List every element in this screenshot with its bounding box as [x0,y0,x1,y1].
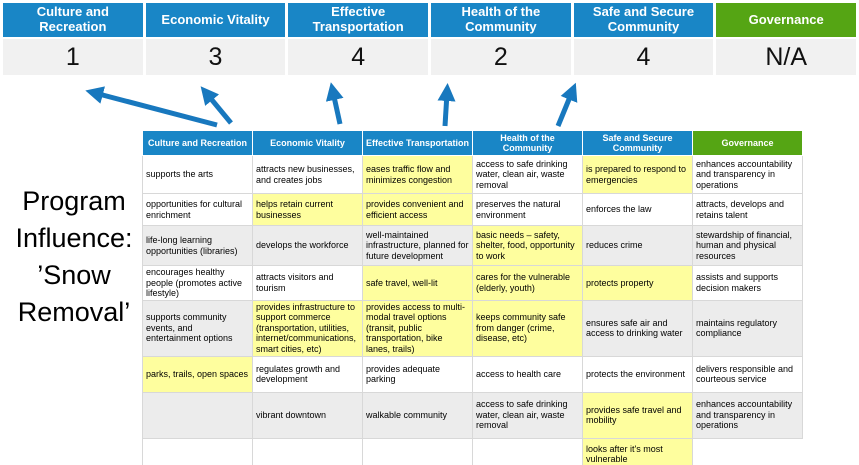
matrix-cell: provides access to multi-modal travel op… [362,299,473,357]
matrix-row-3: encourages healthy people (promotes acti… [142,265,803,301]
matrix-cell: enhances accountability and transparency… [692,391,803,439]
matrix-header-cell-1: Economic Vitality [252,130,363,156]
matrix-cell: reduces crime [582,225,693,266]
summary-header-row: Culture and Recreation Economic Vitality E… [3,3,856,37]
priorities-matrix: Culture and Recreation Economic Vitality E… [142,130,803,465]
influence-arrow-1 [200,86,233,125]
matrix-cell: opportunities for cultural enrichment [142,193,253,226]
influence-arrow-2 [325,82,344,125]
matrix-cell: assists and supports decision makers [692,265,803,301]
matrix-header-cell-5: Governance [692,130,803,156]
influence-arrow-3 [437,83,456,127]
matrix-row-4: supports community events, and entertain… [142,299,803,357]
matrix-header-row: Culture and Recreation Economic Vitality E… [142,130,803,156]
matrix-cell [142,437,253,465]
matrix-cell: maintains regulatory compliance [692,299,803,357]
matrix-header-cell-3: Health of the Community [472,130,583,156]
matrix-cell: stewardship of financial, human and phys… [692,225,803,266]
matrix-cell: eases traffic flow and minimizes congest… [362,155,473,194]
matrix-header-cell-4: Safe and Secure Community [582,130,693,156]
matrix-cell: helps retain current businesses [252,193,363,226]
summary-score-cell-1: 3 [145,39,286,75]
program-influence-title: Program Influence: ’Snow Removal’ [15,186,133,327]
summary-score-cell-2: 4 [288,39,428,75]
matrix-cell: vibrant downtown [252,391,363,439]
matrix-cell: encourages healthy people (promotes acti… [142,265,253,301]
matrix-cell: parks, trails, open spaces [142,355,253,393]
matrix-cell: attracts visitors and tourism [252,265,363,301]
matrix-cell: regulates growth and development [252,355,363,393]
matrix-cell: develops the workforce [252,225,363,266]
matrix-cell [472,437,583,465]
matrix-cell: walkable community [362,391,473,439]
summary-header-cell-3: Health of the Community [431,3,571,37]
summary-score-cell-0: 1 [3,39,143,75]
matrix-cell: protects the environment [582,355,693,393]
matrix-cell: access to safe drinking water, clean air… [472,391,583,439]
matrix-cell: life-long learning opportunities (librar… [142,225,253,266]
matrix-row-5: parks, trails, open spaces regulates grow… [142,355,803,393]
matrix-cell: supports community events, and entertain… [142,299,253,357]
summary-score-cell-5: N/A [716,39,856,75]
matrix-cell: well-maintained infrastructure, planned … [362,225,473,266]
matrix-cell: attracts, develops and retains talent [692,193,803,226]
matrix-cell: basic needs – safety, shelter, food, opp… [472,225,583,266]
influence-arrow-0 [85,86,218,128]
matrix-cell: provides infrastructure to support comme… [252,299,363,357]
matrix-cell: is prepared to respond to emergencies [582,155,693,194]
summary-header-cell-2: Effective Transportation [288,3,428,37]
matrix-row-6: vibrant downtown walkable community access… [142,391,803,439]
matrix-cell: supports the arts [142,155,253,194]
matrix-cell [252,437,363,465]
matrix-cell: provides safe travel and mobility [582,391,693,439]
summary-score-cell-4: 4 [573,39,714,75]
matrix-cell: provides adequate parking [362,355,473,393]
matrix-cell: access to health care [472,355,583,393]
matrix-cell: cares for the vulnerable (elderly, youth… [472,265,583,301]
matrix-cell: provides convenient and efficient access [362,193,473,226]
matrix-cell: preserves the natural environment [472,193,583,226]
matrix-cell: enforces the law [582,193,693,226]
matrix-cell: keeps community safe from danger (crime,… [472,299,583,357]
matrix-cell: enhances accountability and transparency… [692,155,803,194]
matrix-cell: ensures safe air and access to drinking … [582,299,693,357]
matrix-cell: attracts new businesses, and creates job… [252,155,363,194]
matrix-row-1: opportunities for cultural enrichment hel… [142,193,803,226]
matrix-cell: safe travel, well-lit [362,265,473,301]
matrix-row-2: life-long learning opportunities (librar… [142,225,803,266]
summary-header-cell-0: Culture and Recreation [3,3,143,37]
matrix-cell [693,438,803,465]
matrix-header-cell-2: Effective Transportation [362,130,473,156]
matrix-cell: access to safe drinking water, clean air… [472,155,583,194]
matrix-header-cell-0: Culture and Recreation [142,130,253,156]
matrix-cell [362,437,473,465]
matrix-cell: looks after it's most vulnerable [582,437,693,465]
matrix-cell: protects property [582,265,693,301]
summary-header-cell-4: Safe and Secure Community [573,3,714,37]
summary-score-row: 1 3 4 2 4 N/A [3,39,856,75]
summary-score-cell-3: 2 [431,39,571,75]
matrix-row-7: looks after it's most vulnerable [142,437,803,465]
summary-header-cell-1: Economic Vitality [145,3,286,37]
summary-header-cell-5: Governance [716,3,856,37]
matrix-row-0: supports the arts attracts new businesses… [142,155,803,194]
matrix-cell: delivers responsible and courteous servi… [692,355,803,393]
matrix-cell [142,391,253,439]
influence-arrow-4 [555,82,578,127]
